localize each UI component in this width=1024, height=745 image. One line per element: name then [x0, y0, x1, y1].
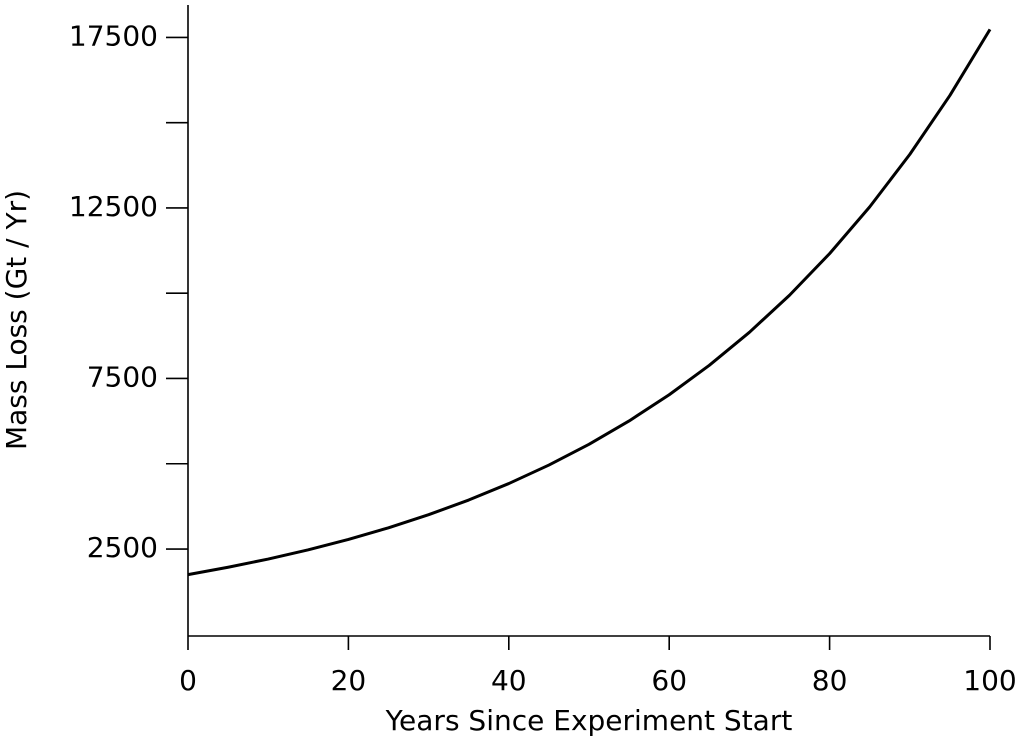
- y-axis-label: Mass Loss (Gt / Yr): [0, 190, 33, 450]
- x-tick-label: 100: [963, 664, 1016, 697]
- data-line: [187, 28, 992, 577]
- x-tick-label: 80: [812, 664, 848, 697]
- y-tick-label: 2500: [87, 531, 158, 564]
- y-tick-label: 17500: [69, 19, 158, 52]
- y-tick-label: 12500: [69, 190, 158, 223]
- y-tick-label: 7500: [87, 360, 158, 393]
- x-tick-label: 20: [331, 664, 367, 697]
- x-axis-label: Years Since Experiment Start: [385, 704, 793, 737]
- x-tick-label: 40: [491, 664, 527, 697]
- x-tick-label: 0: [179, 664, 197, 697]
- x-tick-label: 60: [651, 664, 687, 697]
